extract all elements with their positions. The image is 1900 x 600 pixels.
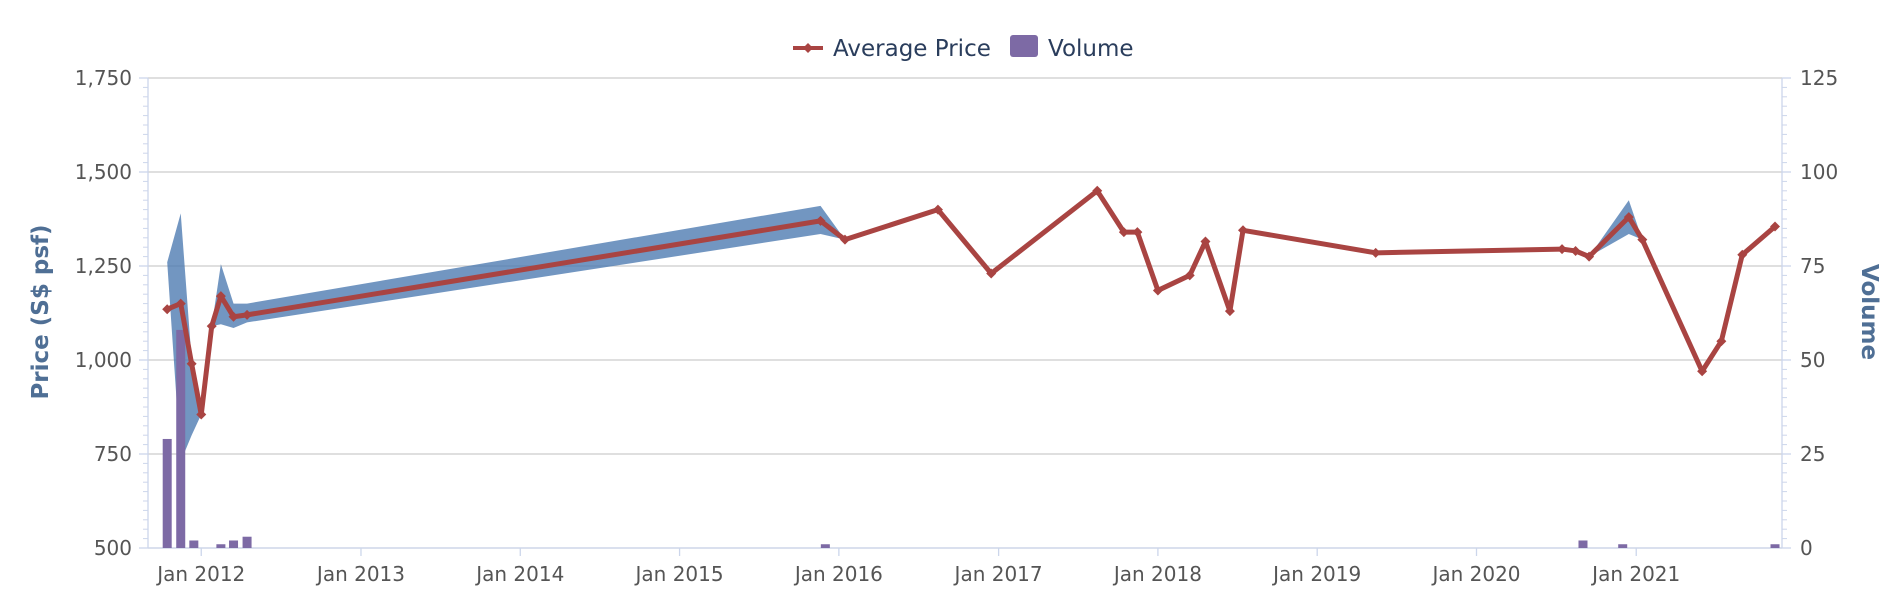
average-price-point[interactable]: [1184, 270, 1195, 281]
average-price-point[interactable]: [1716, 336, 1727, 347]
x-tick-label: Jan 2020: [1430, 562, 1520, 586]
x-tick-label: Jan 2016: [793, 562, 883, 586]
y-left-tick-label: 1,750: [75, 66, 132, 90]
average-price-point[interactable]: [932, 204, 943, 215]
average-price-point[interactable]: [196, 409, 207, 420]
average-price-point[interactable]: [839, 234, 850, 245]
legend[interactable]: Average Price Volume: [793, 35, 1134, 62]
average-price-point[interactable]: [1697, 366, 1708, 377]
volume-bar[interactable]: [229, 540, 239, 548]
average-price-point[interactable]: [228, 311, 239, 322]
price-range-area: [167, 200, 1643, 462]
y-right-tick-label: 75: [1800, 254, 1825, 278]
x-tick-label: Jan 2014: [474, 562, 564, 586]
y-left-tick-label: 1,500: [75, 160, 132, 184]
legend-item-volume[interactable]: Volume: [1010, 35, 1134, 62]
x-tick-label: Jan 2015: [634, 562, 724, 586]
average-price-point[interactable]: [1637, 234, 1648, 245]
y-right-tick-label: 125: [1800, 66, 1838, 90]
y-left-tick-label: 1,250: [75, 254, 132, 278]
average-price-point[interactable]: [1118, 227, 1129, 238]
volume-bar[interactable]: [1770, 544, 1780, 548]
average-price-point[interactable]: [1770, 221, 1781, 232]
average-price-point[interactable]: [1584, 251, 1595, 262]
y-right-tick-label: 50: [1800, 348, 1825, 372]
average-price-point[interactable]: [1224, 306, 1235, 317]
y-right-tick-label: 0: [1800, 536, 1813, 560]
y-left-tick-label: 750: [94, 442, 132, 466]
y-left-tick-label: 500: [94, 536, 132, 560]
x-tick-label: Jan 2012: [155, 562, 245, 586]
average-price-point[interactable]: [1092, 185, 1103, 196]
legend-label-average-price: Average Price: [833, 36, 991, 62]
x-tick-label: Jan 2017: [953, 562, 1043, 586]
volume-bars: [162, 329, 1780, 548]
volume-bar[interactable]: [216, 544, 226, 548]
average-price-point[interactable]: [1570, 245, 1581, 256]
average-price-line: [162, 185, 1781, 420]
y-right-axis-title: Volume: [1856, 264, 1882, 360]
average-price-point[interactable]: [1737, 249, 1748, 260]
price-range-band: [167, 200, 1643, 462]
average-price-point[interactable]: [1152, 285, 1163, 296]
average-price-point[interactable]: [1238, 225, 1249, 236]
y-right-tick-label: 25: [1800, 442, 1825, 466]
axis-labels: 500 750 1,000 1,250 1,500 1,750 0 25 50 75 100 125 J…: [75, 66, 1838, 586]
average-price-point[interactable]: [186, 358, 197, 369]
x-tick-label: Jan 2018: [1112, 562, 1202, 586]
y-right-tick-label: 100: [1800, 160, 1838, 184]
x-tick-label: Jan 2021: [1590, 562, 1680, 586]
volume-bar[interactable]: [1618, 544, 1628, 548]
average-price-point[interactable]: [1557, 244, 1568, 255]
legend-item-average-price[interactable]: Average Price: [793, 36, 991, 62]
minor-ticks: [139, 77, 1791, 556]
average-price-point[interactable]: [162, 304, 173, 315]
average-price-point[interactable]: [242, 309, 253, 320]
average-price-point[interactable]: [1623, 212, 1634, 223]
average-price-point[interactable]: [1132, 227, 1143, 238]
y-left-axis-title: Price (S$ psf): [28, 224, 54, 399]
average-price-polyline: [164, 188, 1778, 418]
y-left-tick-label: 1,000: [75, 348, 132, 372]
average-price-point[interactable]: [175, 298, 186, 309]
volume-bar[interactable]: [189, 540, 199, 548]
average-price-point[interactable]: [1370, 247, 1381, 258]
volume-bar[interactable]: [820, 544, 830, 548]
average-price-point[interactable]: [986, 268, 997, 279]
average-price-point[interactable]: [206, 321, 217, 332]
x-tick-label: Jan 2013: [315, 562, 405, 586]
gridlines: [147, 77, 1783, 549]
x-tick-label: Jan 2019: [1271, 562, 1361, 586]
volume-bar[interactable]: [162, 438, 172, 548]
average-price-point[interactable]: [1200, 236, 1211, 247]
average-price-point[interactable]: [815, 215, 826, 226]
average-price-point[interactable]: [215, 291, 226, 302]
volume-bar[interactable]: [176, 329, 186, 548]
volume-bar[interactable]: [242, 536, 252, 548]
volume-bar[interactable]: [1578, 540, 1588, 548]
legend-label-volume: Volume: [1048, 36, 1134, 62]
